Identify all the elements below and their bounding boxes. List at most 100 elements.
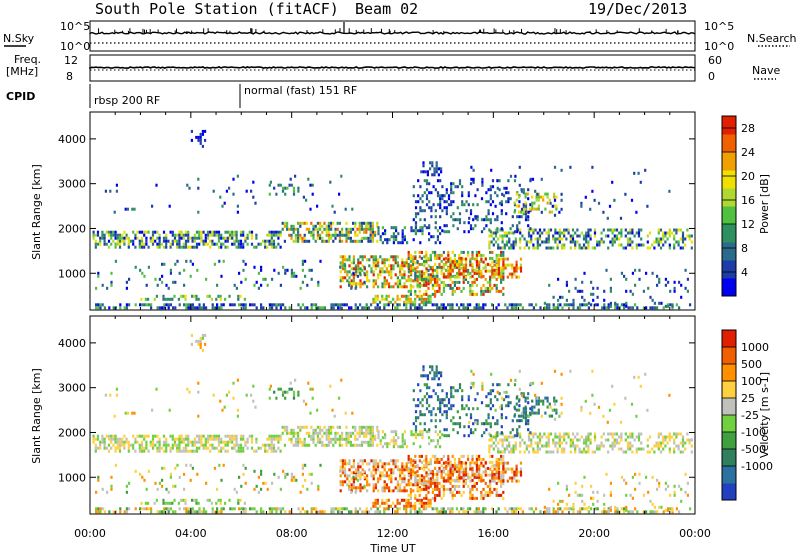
power-cell	[402, 241, 404, 244]
power-cell	[640, 229, 642, 232]
velocity-cell	[520, 468, 522, 471]
power-cell	[478, 275, 480, 278]
power-cell	[521, 235, 523, 238]
velocity-cell	[474, 485, 476, 488]
velocity-cell	[227, 435, 229, 438]
power-cell	[399, 241, 401, 244]
power-cell	[370, 228, 372, 231]
velocity-cell	[459, 416, 461, 419]
velocity-cell	[458, 465, 460, 468]
velocity-cell	[425, 455, 427, 458]
power-cell	[467, 273, 469, 276]
power-cell	[434, 278, 436, 281]
power-cell	[474, 293, 476, 296]
power-cell	[321, 231, 323, 234]
velocity-cell	[583, 439, 585, 442]
power-cell	[249, 303, 251, 306]
power-cell	[251, 234, 253, 237]
power-ytick-label-3: 4000	[58, 133, 86, 146]
power-cell	[159, 306, 161, 309]
power-cell	[627, 232, 629, 235]
velocity-cell	[143, 479, 145, 482]
power-cell	[366, 279, 368, 282]
velocity-cell	[499, 439, 501, 442]
velocity-cell	[377, 462, 379, 465]
power-cell	[368, 264, 370, 267]
power-cell	[370, 234, 372, 237]
power-cell	[370, 240, 372, 243]
power-cell	[225, 246, 227, 249]
power-cell	[258, 287, 260, 290]
velocity-cell	[495, 510, 497, 513]
velocity-cell	[357, 462, 359, 465]
power-cell	[260, 266, 262, 269]
power-cell	[388, 285, 390, 288]
power-cell	[178, 298, 180, 301]
power-cell	[139, 269, 141, 272]
power-cell	[115, 246, 117, 249]
power-cell	[150, 237, 152, 240]
velocity-cell	[150, 444, 152, 447]
power-cell	[198, 298, 200, 301]
power-cell	[236, 287, 238, 290]
velocity-cell	[446, 434, 448, 437]
power-cell	[437, 194, 439, 197]
velocity-cell	[487, 491, 489, 494]
velocity-cell	[607, 439, 609, 442]
velocity-cell	[304, 426, 306, 429]
power-cell	[495, 306, 497, 309]
power-cell	[200, 136, 202, 139]
power-cell	[538, 196, 540, 199]
power-cell	[456, 264, 458, 267]
power-cell	[597, 303, 599, 306]
velocity-cell	[465, 474, 467, 477]
velocity-cell	[414, 510, 416, 513]
velocity-cell	[381, 474, 383, 477]
power-cell	[425, 278, 427, 281]
velocity-cell	[159, 441, 161, 444]
velocity-cell	[433, 377, 435, 380]
velocity-cell	[192, 450, 194, 453]
power-cell	[603, 303, 605, 306]
power-cell	[541, 178, 543, 181]
power-cell	[638, 172, 640, 175]
velocity-cell	[273, 435, 275, 438]
power-cell	[629, 232, 631, 235]
velocity-cell	[315, 507, 317, 510]
power-cell	[330, 303, 332, 306]
velocity-cell	[518, 400, 520, 403]
power-cell	[203, 231, 205, 234]
velocity-cell	[412, 467, 414, 470]
power-cell	[187, 234, 189, 237]
nsky-label: N.Sky	[3, 32, 35, 45]
power-cell	[365, 225, 367, 228]
velocity-cell	[506, 445, 508, 448]
velocity-cell	[507, 468, 509, 471]
velocity-cell	[435, 392, 437, 395]
velocity-cell	[526, 445, 528, 448]
power-cell	[673, 247, 675, 250]
velocity-cell	[496, 488, 498, 491]
power-cell	[450, 188, 452, 191]
power-cell	[554, 199, 556, 202]
power-cell	[504, 303, 506, 306]
velocity-cell	[121, 441, 123, 444]
power-cell	[441, 229, 443, 232]
power-cell	[99, 240, 101, 243]
power-cell	[128, 246, 130, 249]
power-cell	[390, 301, 392, 304]
velocity-cell	[370, 444, 372, 447]
power-cell	[643, 290, 645, 293]
power-cell	[629, 244, 631, 247]
velocity-cell	[372, 435, 374, 438]
velocity-cell	[179, 507, 181, 510]
velocity-cell	[459, 425, 461, 428]
velocity-cell	[102, 488, 104, 491]
power-cell	[431, 173, 433, 176]
velocity-cell	[489, 488, 491, 491]
power-cell	[574, 244, 576, 247]
velocity-cell	[527, 422, 529, 425]
power-cell	[399, 273, 401, 276]
velocity-cell	[452, 386, 454, 389]
velocity-cell	[247, 438, 249, 441]
